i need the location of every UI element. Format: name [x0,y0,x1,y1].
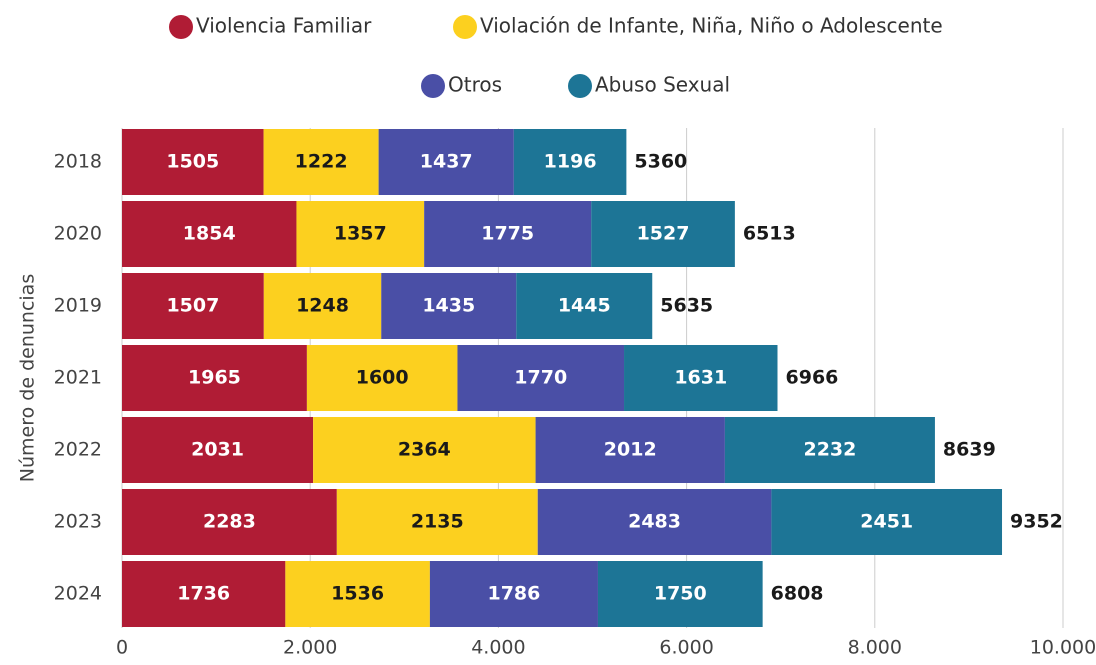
value-label: 1248 [296,295,349,317]
value-label: 1854 [183,223,236,245]
value-label: 2483 [628,511,681,533]
y-tick-label: 2018 [54,151,102,173]
value-label: 1965 [188,367,241,389]
value-label: 1505 [166,151,219,173]
bar-segment [429,561,598,627]
value-label: 1196 [544,151,597,173]
total-label: 5635 [660,295,713,317]
bar-segment [424,201,592,267]
value-label: 1445 [558,295,611,317]
x-tick-label: 4.000 [471,637,525,659]
legend-swatch [568,74,592,98]
bar-segment [122,345,307,411]
bar-segment [122,561,286,627]
value-label: 2451 [860,511,913,533]
x-tick-label: 2.000 [283,637,337,659]
y-tick-label: 2024 [54,583,102,605]
bar-segment [285,561,430,627]
value-label: 1536 [331,583,384,605]
value-label: 2031 [191,439,244,461]
bar-segment [381,273,517,339]
value-label: 1770 [514,367,567,389]
legend-swatch [169,15,193,39]
total-label: 8639 [943,439,996,461]
value-label: 1775 [481,223,534,245]
bar-segment [306,345,458,411]
value-label: 2012 [604,439,657,461]
value-label: 2232 [803,439,856,461]
legend-swatch [421,74,445,98]
bar-segment [122,273,264,339]
bar-segment [122,201,297,267]
bar-segment [513,129,627,195]
bar-segment [457,345,625,411]
legend-label: Otros [448,73,502,97]
value-label: 1507 [166,295,219,317]
x-tick-label: 8.000 [848,637,902,659]
value-label: 1435 [422,295,475,317]
bar-segment [535,417,725,483]
bar-segment [122,129,264,195]
total-label: 6966 [786,367,839,389]
value-label: 2283 [203,511,256,533]
legend-swatch [453,15,477,39]
bar-segment [624,345,778,411]
y-tick-label: 2021 [54,367,102,389]
bar-segment [313,417,536,483]
value-label: 1357 [334,223,387,245]
bar-segment [296,201,425,267]
value-label: 1600 [356,367,409,389]
y-tick-label: 2019 [54,295,102,317]
y-axis-label: Número de denuncias [17,274,39,482]
bar-segment [591,201,735,267]
value-label: 1527 [637,223,690,245]
x-tick-label: 6.000 [659,637,713,659]
legend-label: Violencia Familiar [196,14,372,38]
legend-label: Violación de Infante, Niña, Niño o Adole… [480,14,943,38]
value-label: 2364 [398,439,451,461]
value-label: 1631 [674,367,727,389]
value-label: 1786 [487,583,540,605]
x-tick-label: 0 [116,637,128,659]
value-label: 2135 [411,511,464,533]
x-tick-label: 10.000 [1030,637,1096,659]
bar-segment [263,273,382,339]
value-label: 1750 [654,583,707,605]
value-label: 1222 [295,151,348,173]
bar-segment [336,489,538,555]
bar-segment [122,417,314,483]
bar-segment [516,273,653,339]
bar-segment [263,129,379,195]
total-label: 6513 [743,223,796,245]
y-tick-label: 2022 [54,439,102,461]
bar-segment [122,489,337,555]
bar-segment [724,417,935,483]
total-label: 9352 [1010,511,1063,533]
value-label: 1437 [420,151,473,173]
bar-segment [771,489,1003,555]
y-tick-label: 2023 [54,511,102,533]
bar-segment [597,561,763,627]
total-label: 5360 [634,151,687,173]
total-label: 6808 [771,583,824,605]
bar-segment [378,129,514,195]
legend-label: Abuso Sexual [595,73,730,97]
bar-segment [537,489,772,555]
y-tick-label: 2020 [54,223,102,245]
value-label: 1736 [177,583,230,605]
